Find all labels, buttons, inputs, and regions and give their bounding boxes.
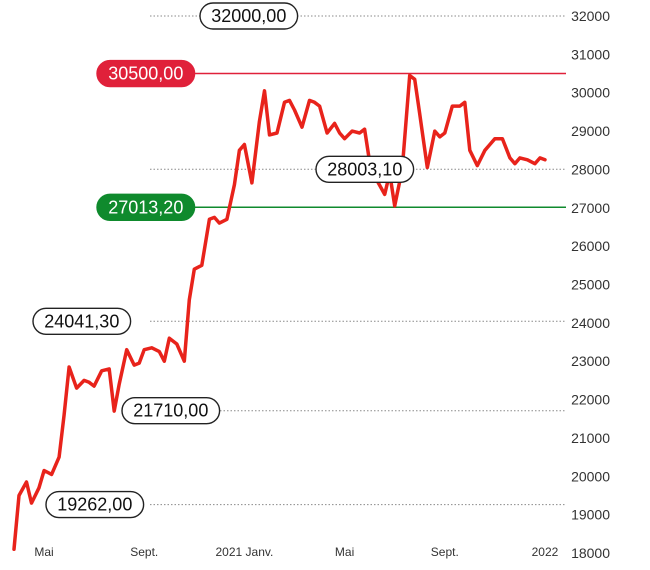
series-line	[12, 73, 547, 551]
level-callout-box	[45, 490, 145, 519]
y-tick-label: 19000	[571, 507, 610, 523]
y-tick-label: 21000	[571, 430, 610, 446]
level-lines	[150, 15, 566, 506]
level-callout-label: 19262,00	[57, 495, 132, 515]
y-tick-label: 31000	[571, 46, 610, 62]
x-tick-label: Mai	[34, 545, 53, 559]
x-tick-label: Sept.	[130, 545, 158, 559]
series-layer	[12, 73, 547, 551]
y-tick-label: 28000	[571, 161, 610, 177]
level-callout: 28003,10	[315, 155, 415, 184]
level-callout: 30500,00	[96, 59, 196, 88]
level-callout-label: 24041,30	[44, 311, 119, 331]
level-callout-label: 27013,20	[108, 197, 183, 217]
x-tick-label: Mai	[335, 545, 354, 559]
y-tick-label: 22000	[571, 392, 610, 408]
y-tick-label: 23000	[571, 353, 610, 369]
level-callout-box	[121, 396, 221, 425]
level-callout-label: 32000,00	[211, 6, 286, 26]
level-callout: 27013,20	[96, 193, 196, 221]
level-callout: 19262,00	[45, 490, 145, 519]
y-axis: 18000 19000 20000 21000 22000 23000 24000 25000…	[571, 8, 610, 561]
y-tick-label: 25000	[571, 277, 610, 293]
y-tick-label: 29000	[571, 123, 610, 139]
level-callout-box	[32, 307, 132, 335]
level-callout-label: 21710,00	[133, 401, 208, 421]
x-tick-label: 2022	[532, 545, 559, 559]
level-callout: 24041,30	[32, 307, 132, 335]
level-callouts: 32000,00 30500,00 28003,10 27013,20 24041,30…	[32, 2, 415, 519]
x-tick-label: Sept.	[431, 545, 459, 559]
y-tick-label: 30000	[571, 85, 610, 101]
level-callout: 32000,00	[199, 2, 299, 30]
y-tick-label: 20000	[571, 468, 610, 484]
x-tick-label: 2021 Janv.	[216, 545, 274, 559]
y-tick-label: 18000	[571, 545, 610, 561]
level-callout-box	[96, 193, 196, 221]
level-callout-box	[315, 155, 415, 184]
x-axis: Mai Sept. 2021 Janv. Mai Sept. 2022	[34, 545, 558, 559]
y-tick-label: 27000	[571, 200, 610, 216]
y-tick-label: 26000	[571, 238, 610, 254]
level-callout-label: 30500,00	[108, 64, 183, 84]
level-callout: 21710,00	[121, 396, 221, 425]
level-callout-box	[199, 2, 299, 30]
level-callout-label: 28003,10	[327, 159, 402, 179]
y-tick-label: 24000	[571, 315, 610, 331]
y-tick-label: 32000	[571, 8, 610, 24]
level-callout-box	[96, 59, 196, 88]
